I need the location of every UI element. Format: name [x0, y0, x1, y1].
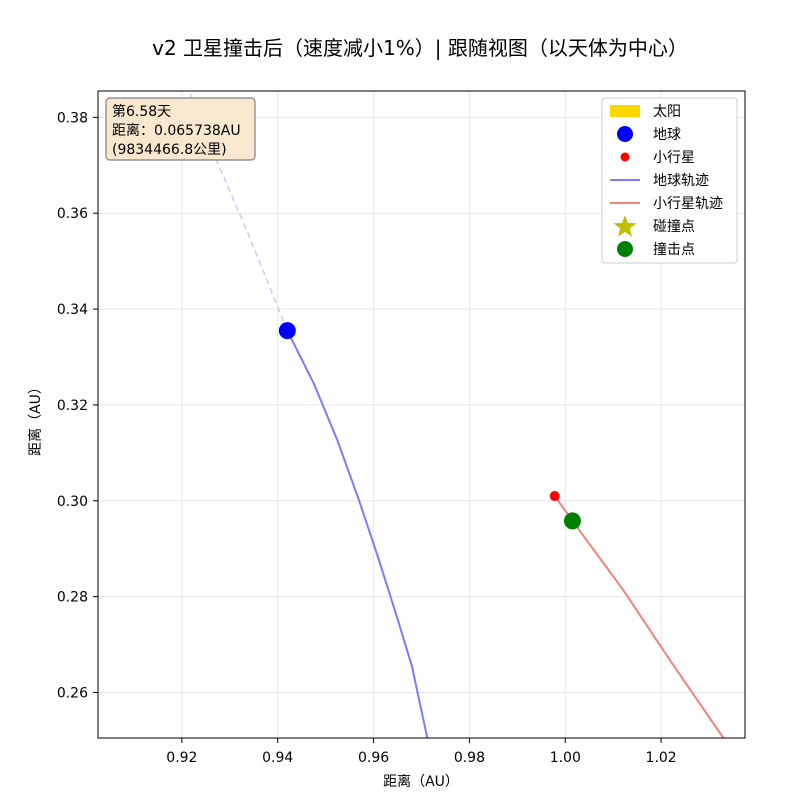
info-day: 第6.58天 [112, 103, 171, 120]
legend-asteroid-trajectory-label: 小行星轨迹 [653, 196, 723, 212]
y-tick-label: 0.30 [57, 494, 88, 510]
info-distance-km: (9834466.8公里) [112, 142, 227, 158]
marker-layer [278, 322, 581, 530]
y-tick-label: 0.34 [57, 302, 88, 318]
legend-impact-point-swatch [617, 241, 633, 257]
legend-impact-point-label: 撞击点 [653, 242, 695, 258]
y-tick-label: 0.26 [57, 685, 88, 701]
grid [98, 91, 745, 738]
legend-asteroid-label: 小行星 [653, 150, 695, 166]
earth-trajectory-line [286, 330, 429, 738]
x-tick-label: 0.94 [262, 750, 293, 766]
earth-marker [278, 322, 296, 340]
x-tick-label: 0.96 [358, 750, 389, 766]
x-tick-label: 0.92 [166, 750, 197, 766]
asteroid-marker [549, 490, 560, 501]
x-tick-label: 1.00 [550, 750, 581, 766]
x-axis-label: 距离（AU） [383, 773, 459, 790]
legend-sun-swatch [610, 105, 640, 117]
legend-collision-point-label: 碰撞点 [653, 219, 695, 235]
impact-point-marker [563, 512, 581, 530]
y-tick-label: 0.28 [57, 590, 88, 606]
legend-earth-trajectory-label: 地球轨迹 [653, 173, 709, 189]
x-tick-label: 1.02 [646, 750, 677, 766]
asteroid-trajectory-line [553, 495, 725, 738]
legend-asteroid-swatch [620, 152, 630, 162]
y-axis-label: 距离（AU） [27, 380, 44, 456]
legend-frame [601, 97, 738, 264]
legend-earth-swatch [617, 126, 633, 142]
x-axis: 0.92 0.94 0.96 0.98 1.00 1.02 [166, 738, 677, 766]
y-tick-label: 0.38 [57, 110, 88, 126]
y-tick-label: 0.32 [57, 398, 88, 414]
legend-sun-label: 太阳 [653, 104, 681, 120]
x-tick-label: 0.98 [454, 750, 485, 766]
info-box: 第6.58天 距离：0.065738AU (9834466.8公里) [105, 97, 256, 161]
plot-frame [97, 90, 746, 739]
info-distance-au: 距离：0.065738AU [112, 122, 241, 139]
y-axis: 0.26 0.28 0.30 0.32 0.34 0.36 0.38 [57, 110, 98, 701]
info-box-background [105, 97, 256, 161]
legend-collision-point-swatch [613, 215, 637, 237]
legend-earth-label: 地球 [653, 127, 681, 143]
y-tick-label: 0.36 [57, 206, 88, 222]
chart-title: v2 卫星撞击后（速度减小1%）| 跟随视图（以天体为中心） [152, 36, 688, 60]
